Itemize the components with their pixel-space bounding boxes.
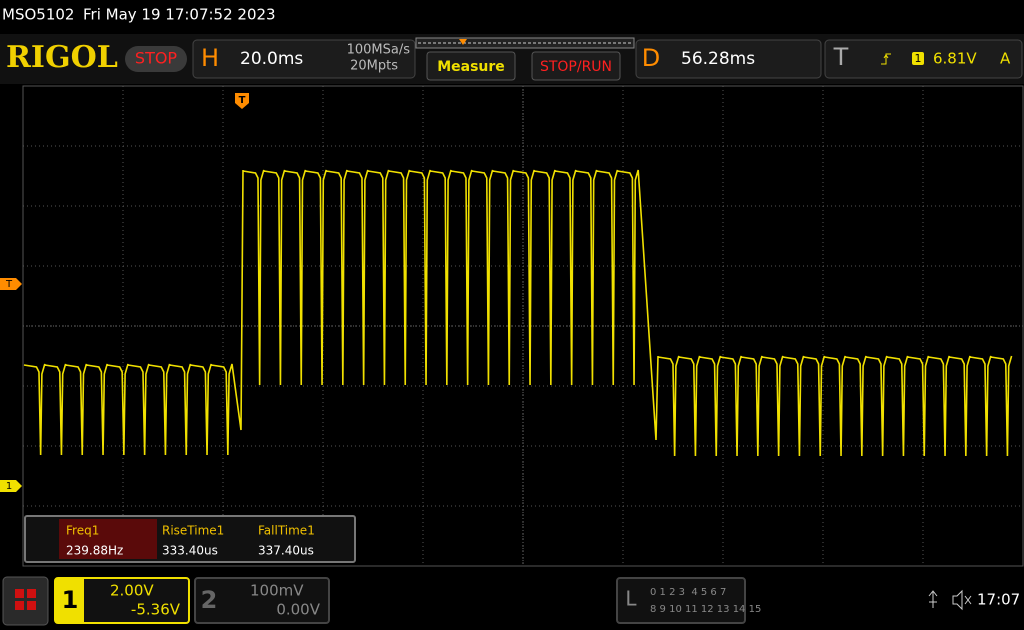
measurement-name: FallTime1 <box>258 524 315 538</box>
measure-button-label: Measure <box>437 59 505 75</box>
channel2-scale: 100mV <box>250 582 304 600</box>
trigger-source: 1 <box>915 52 922 65</box>
measurement-highlight <box>59 519 157 559</box>
measurement-value: 337.40us <box>258 544 314 558</box>
graticule-border <box>22 85 1024 567</box>
model: MSO5102 <box>2 6 74 24</box>
trigger-mode: A <box>1000 50 1011 68</box>
horizontal-panel[interactable] <box>192 39 416 79</box>
datetime: Fri May 19 17:07:52 2023 <box>83 6 276 24</box>
logo: RIGOL <box>6 40 118 75</box>
trigger-source-badge <box>912 52 924 65</box>
menu-button[interactable] <box>2 576 49 626</box>
channel1-marker-label: 1 <box>6 481 12 492</box>
channel1-label: 1 <box>62 586 79 614</box>
delay-value: 56.28ms <box>681 49 755 69</box>
stop-run-button[interactable] <box>531 51 621 81</box>
horizontal-label: H <box>201 44 219 72</box>
measurement-value: 239.88Hz <box>66 544 123 558</box>
trigger-edge-icon <box>881 53 891 65</box>
timebase: 20.0ms <box>240 49 303 69</box>
menu-icon <box>15 589 36 610</box>
trigger-level-label: T <box>5 279 13 290</box>
memory-depth: 20Mpts <box>350 59 398 74</box>
channel1-panel[interactable] <box>54 577 190 624</box>
clock: 17:07 <box>977 591 1020 609</box>
logic-label: L <box>625 587 637 611</box>
run-state-badge <box>125 46 187 72</box>
trigger-level: 6.81V <box>933 50 977 68</box>
channel2-label: 2 <box>201 586 218 614</box>
measure-button[interactable] <box>426 51 516 81</box>
overview-marker <box>459 39 467 45</box>
trigger-position-label: T <box>239 95 246 106</box>
delay-panel[interactable] <box>635 39 822 79</box>
run-state: STOP <box>135 49 178 68</box>
channel2-panel[interactable] <box>194 577 330 624</box>
channel1-offset: -5.36V <box>131 601 181 619</box>
trigger-label: T <box>833 43 849 71</box>
channel1-marker <box>0 480 22 492</box>
delay-label: D <box>642 44 660 72</box>
stop-run-button-label: STOP/RUN <box>540 59 612 75</box>
measurement-name: RiseTime1 <box>162 524 224 538</box>
measurement-value: 333.40us <box>162 544 218 558</box>
graticule <box>23 86 1023 566</box>
channel1-tab <box>56 579 84 622</box>
measurement-name: Freq1 <box>66 524 99 538</box>
waveform <box>23 169 1013 457</box>
usb-icon <box>928 590 938 608</box>
speaker-icon[interactable] <box>952 589 972 611</box>
logic-row1: 0 1 2 3 4 5 6 7 <box>650 587 726 598</box>
channel1-scale: 2.00V <box>110 582 154 600</box>
logic-row2: 8 9 10 11 12 13 14 15 <box>650 604 761 615</box>
trigger-position-marker <box>235 93 249 109</box>
channel2-offset: 0.00V <box>276 601 320 619</box>
trigger-level-marker <box>0 278 22 290</box>
sample-rate: 100MSa/s <box>347 43 411 58</box>
logic-panel[interactable] <box>616 577 746 624</box>
measurements: Freq1 239.88Hz RiseTime1 333.40us FallTime1 3… <box>66 524 315 558</box>
